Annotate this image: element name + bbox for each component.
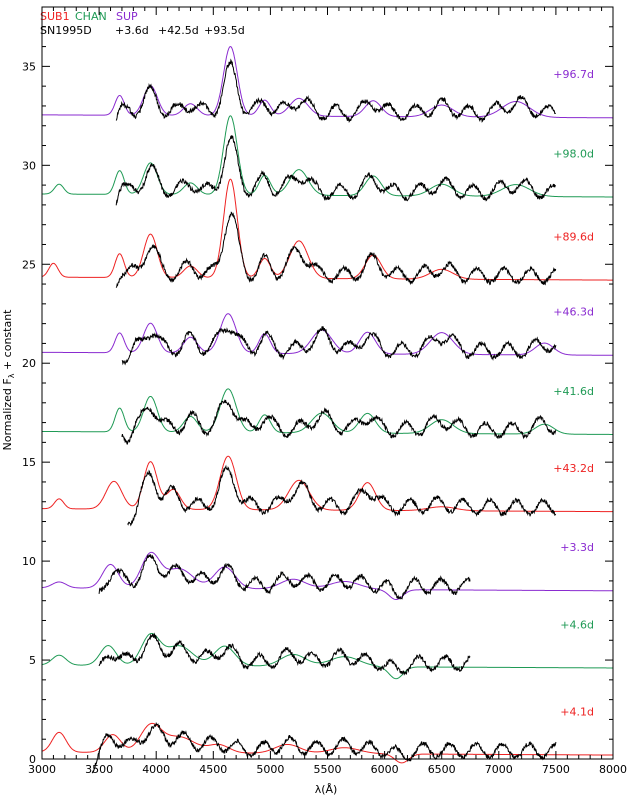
y-tick-label: 30 xyxy=(22,159,36,172)
model-spectrum-line xyxy=(41,551,613,601)
x-tick-label: 6500 xyxy=(428,763,456,776)
observed-spectrum-line xyxy=(115,58,557,123)
plot-frame xyxy=(41,6,614,760)
x-tick-label: 7000 xyxy=(485,763,513,776)
model-spectrum-line xyxy=(41,632,613,680)
observed-spectrum-line xyxy=(121,399,557,445)
axes: 3000 3500 4000 4500 5000 5500 6000 6500 7000 7500… xyxy=(22,6,627,776)
legend-model-sup: SUP xyxy=(116,10,138,23)
observed-spectrum-line xyxy=(115,211,557,288)
epoch-label: +4.6d xyxy=(560,618,594,631)
epoch-label: +96.7d xyxy=(553,68,594,81)
x-tick-label: 5500 xyxy=(314,763,342,776)
epoch-label: +46.3d xyxy=(553,306,594,319)
model-spectrum-line xyxy=(42,455,613,513)
observed-spectrum-line xyxy=(98,632,471,676)
epoch-label: +43.2d xyxy=(553,462,594,475)
epoch-label: +98.0d xyxy=(553,147,594,160)
x-tick-label: 3000 xyxy=(28,763,56,776)
x-tick-label: 5000 xyxy=(256,763,284,776)
x-tick-label: 4000 xyxy=(142,763,170,776)
model-spectrum-line xyxy=(41,722,613,764)
y-tick-label: 15 xyxy=(22,456,36,469)
x-tick-label: 3500 xyxy=(85,763,113,776)
y-tick-label: 0 xyxy=(29,753,36,766)
epoch-label: +3.3d xyxy=(560,541,594,554)
y-tick-label: 20 xyxy=(22,357,36,370)
legend-observed-label: SN1995D xyxy=(40,24,92,37)
legend-observed-epoch-1: +3.6d xyxy=(115,24,149,37)
model-spectrum-line xyxy=(42,115,613,198)
y-tick-label: 10 xyxy=(22,555,36,568)
epoch-label: +89.6d xyxy=(553,231,594,244)
x-tick-label: 7500 xyxy=(542,763,570,776)
epoch-label: +41.6d xyxy=(553,385,594,398)
epoch-label: +4.1d xyxy=(560,705,594,718)
model-spectrum-line xyxy=(41,178,613,281)
epoch-labels: +4.1d +4.6d +3.3d +43.2d +41.6d +46.3d +89.6d +… xyxy=(553,68,594,718)
legend-observed-epoch-2: +42.5d xyxy=(158,24,199,37)
x-tick-label: 4500 xyxy=(199,763,227,776)
legend-observed-epoch-3: +93.5d xyxy=(204,24,245,37)
model-spectrum-line xyxy=(42,313,613,356)
model-spectrum-line xyxy=(41,388,613,435)
x-tick-label: 6000 xyxy=(371,763,399,776)
observed-spectrum-line xyxy=(121,326,557,366)
y-tick-label: 35 xyxy=(22,60,36,73)
observed-spectrum-line xyxy=(98,554,471,600)
legend-model-chan: CHAN xyxy=(75,10,107,23)
x-axis-title: λ(Å) xyxy=(315,783,338,796)
observed-spectrum-line xyxy=(91,721,557,774)
series-layer xyxy=(41,46,613,774)
legend-model-sub1: SUB1 xyxy=(40,10,70,23)
x-tick-label: 8000 xyxy=(599,763,627,776)
legend: SUB1 CHAN SUP SN1995D +3.6d +42.5d +93.5… xyxy=(40,10,245,37)
y-axis-title: Normalized Fλ + constant xyxy=(1,309,16,451)
observed-spectrum-line xyxy=(115,135,556,206)
observed-spectrum-line xyxy=(127,464,557,527)
y-tick-label: 25 xyxy=(22,258,36,271)
y-tick-label: 5 xyxy=(29,654,36,667)
